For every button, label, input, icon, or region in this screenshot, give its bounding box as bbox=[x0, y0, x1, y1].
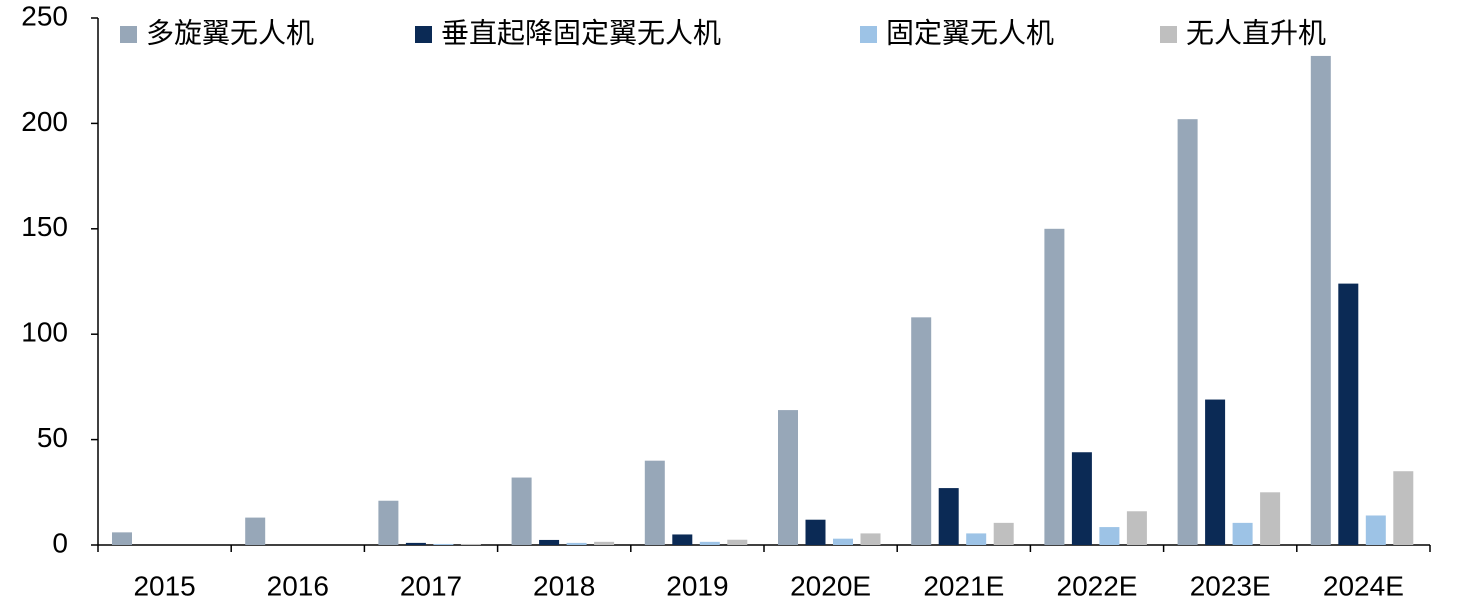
bar bbox=[511, 477, 532, 545]
bar bbox=[805, 519, 826, 545]
x-tick-label: 2022E bbox=[1057, 570, 1138, 601]
legend-swatch bbox=[1160, 26, 1177, 43]
x-tick-label: 2019 bbox=[666, 570, 728, 601]
bar bbox=[594, 541, 615, 545]
bar bbox=[112, 532, 132, 545]
bar bbox=[460, 543, 481, 545]
y-tick-label: 0 bbox=[52, 527, 68, 558]
legend-swatch bbox=[415, 26, 432, 43]
bar bbox=[378, 500, 399, 545]
x-tick-label: 2016 bbox=[267, 570, 329, 601]
bar bbox=[1126, 511, 1147, 545]
y-tick-label: 100 bbox=[21, 317, 68, 348]
bar bbox=[1310, 55, 1331, 545]
bar bbox=[911, 317, 932, 545]
legend-label: 多旋翼无人机 bbox=[146, 17, 314, 48]
bar bbox=[1205, 399, 1226, 545]
bar bbox=[405, 542, 426, 545]
bar bbox=[1260, 492, 1281, 545]
bar bbox=[566, 542, 587, 545]
legend-label: 垂直起降固定翼无人机 bbox=[441, 17, 721, 48]
bar bbox=[539, 539, 560, 545]
bar bbox=[644, 460, 665, 545]
bar bbox=[860, 533, 881, 545]
legend-swatch bbox=[860, 26, 877, 43]
bar bbox=[993, 522, 1014, 545]
x-tick-label: 2024E bbox=[1323, 570, 1404, 601]
bar bbox=[778, 410, 798, 545]
bar bbox=[833, 538, 853, 545]
bar bbox=[1071, 452, 1092, 545]
bar bbox=[1365, 515, 1386, 545]
y-tick-label: 200 bbox=[21, 106, 68, 137]
bar bbox=[1338, 283, 1359, 545]
bar bbox=[938, 488, 959, 545]
bar bbox=[1393, 471, 1414, 545]
bar bbox=[433, 543, 454, 545]
bar bbox=[699, 541, 720, 545]
bar bbox=[1099, 527, 1120, 545]
y-tick-label: 250 bbox=[21, 0, 68, 31]
y-tick-label: 50 bbox=[37, 422, 68, 453]
bar bbox=[245, 517, 266, 545]
bar bbox=[727, 539, 748, 545]
x-tick-label: 2021E bbox=[923, 570, 1004, 601]
x-tick-label: 2017 bbox=[400, 570, 462, 601]
x-tick-label: 2015 bbox=[133, 570, 195, 601]
x-tick-label: 2023E bbox=[1190, 570, 1271, 601]
bar bbox=[672, 534, 693, 545]
bar bbox=[1177, 119, 1198, 546]
x-tick-label: 2020E bbox=[790, 570, 871, 601]
x-tick-label: 2018 bbox=[533, 570, 595, 601]
bar bbox=[966, 533, 987, 545]
bar bbox=[1044, 228, 1065, 546]
y-tick-label: 150 bbox=[21, 211, 68, 242]
bar bbox=[1232, 522, 1253, 545]
legend-label: 无人直升机 bbox=[1186, 17, 1326, 48]
legend-label: 固定翼无人机 bbox=[886, 17, 1054, 48]
legend-swatch bbox=[120, 26, 137, 43]
